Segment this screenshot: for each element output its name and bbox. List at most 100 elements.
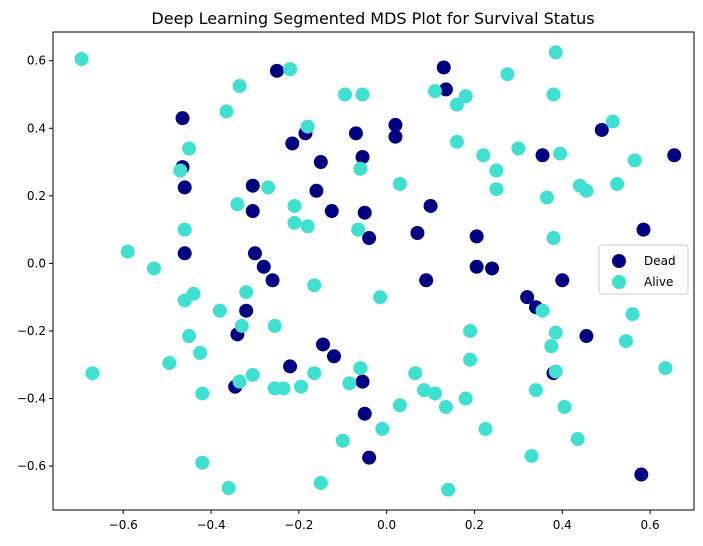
point-alive-60 bbox=[85, 366, 100, 381]
point-dead-5 bbox=[177, 180, 192, 195]
point-alive-71 bbox=[427, 386, 442, 401]
legend: Dead Alive bbox=[598, 244, 689, 295]
point-alive-77 bbox=[375, 421, 390, 436]
point-alive-35 bbox=[177, 222, 192, 237]
point-alive-44 bbox=[535, 303, 550, 318]
point-alive-15 bbox=[300, 119, 315, 134]
point-alive-14 bbox=[173, 163, 188, 178]
point-alive-32 bbox=[287, 215, 302, 230]
point-dead-40 bbox=[326, 349, 341, 364]
point-alive-33 bbox=[300, 219, 315, 234]
point-alive-34 bbox=[351, 222, 366, 237]
point-dead-17 bbox=[357, 205, 372, 220]
point-dead-11 bbox=[355, 149, 370, 164]
point-alive-45 bbox=[625, 307, 640, 322]
point-alive-63 bbox=[408, 366, 423, 381]
legend-marker-dead bbox=[612, 254, 626, 268]
point-alive-17 bbox=[449, 134, 464, 149]
point-alive-24 bbox=[392, 177, 407, 192]
point-alive-64 bbox=[232, 374, 247, 389]
point-alive-54 bbox=[193, 345, 208, 360]
point-alive-76 bbox=[557, 399, 572, 414]
point-alive-83 bbox=[221, 481, 236, 496]
point-alive-37 bbox=[120, 244, 135, 259]
point-alive-80 bbox=[570, 432, 585, 447]
point-dead-25 bbox=[265, 273, 280, 288]
point-alive-40 bbox=[186, 286, 201, 301]
point-alive-4 bbox=[337, 87, 352, 102]
y-axis: −0.6 −0.4 −0.2 0.0 0.2 0.4 0.6 bbox=[17, 54, 53, 473]
point-alive-28 bbox=[579, 183, 594, 198]
point-dead-36 bbox=[636, 222, 651, 237]
point-dead-23 bbox=[247, 246, 262, 261]
x-tick-label: −0.2 bbox=[284, 518, 313, 532]
point-dead-8 bbox=[313, 155, 328, 170]
point-dead-19 bbox=[423, 198, 438, 213]
point-dead-39 bbox=[316, 337, 331, 352]
y-tick-label: 0.6 bbox=[27, 54, 46, 68]
point-alive-51 bbox=[548, 325, 563, 340]
point-alive-11 bbox=[546, 87, 561, 102]
point-alive-62 bbox=[307, 366, 322, 381]
point-alive-61 bbox=[245, 367, 260, 382]
point-dead-6 bbox=[285, 136, 300, 151]
point-alive-55 bbox=[162, 356, 177, 371]
point-alive-41 bbox=[239, 285, 254, 300]
point-dead-20 bbox=[410, 226, 425, 240]
point-alive-66 bbox=[294, 379, 309, 394]
y-tick-label: −0.2 bbox=[17, 324, 46, 338]
y-tick-label: −0.6 bbox=[17, 459, 46, 473]
point-alive-19 bbox=[489, 163, 504, 178]
plot-frame bbox=[52, 31, 695, 511]
point-dead-10 bbox=[348, 126, 363, 141]
legend-marker-alive bbox=[612, 275, 626, 289]
y-tick-label: 0.2 bbox=[27, 189, 46, 203]
x-tick-label: 0.4 bbox=[553, 518, 572, 532]
point-alive-68 bbox=[276, 381, 291, 396]
point-alive-22 bbox=[627, 153, 642, 168]
point-alive-0 bbox=[74, 52, 89, 67]
legend-label-alive: Alive bbox=[644, 275, 673, 289]
point-dead-42 bbox=[355, 374, 370, 389]
point-alive-53 bbox=[544, 339, 559, 354]
point-alive-48 bbox=[234, 318, 249, 333]
point-dead-21 bbox=[469, 229, 484, 244]
point-dead-44 bbox=[357, 406, 372, 421]
point-alive-52 bbox=[618, 334, 633, 349]
point-dead-3 bbox=[175, 111, 190, 126]
point-dead-38 bbox=[579, 329, 594, 344]
point-alive-13 bbox=[182, 141, 197, 156]
x-tick-label: −0.6 bbox=[109, 518, 138, 532]
point-alive-46 bbox=[212, 303, 227, 318]
point-alive-9 bbox=[500, 67, 515, 82]
point-alive-49 bbox=[267, 318, 282, 333]
x-tick-label: 0.0 bbox=[377, 518, 396, 532]
point-alive-16 bbox=[353, 161, 368, 176]
point-dead-14 bbox=[245, 178, 260, 193]
point-dead-33 bbox=[535, 148, 550, 163]
point-alive-20 bbox=[511, 141, 526, 156]
y-tick-label: 0.0 bbox=[27, 256, 46, 270]
point-alive-18 bbox=[476, 148, 491, 163]
point-alive-23 bbox=[261, 180, 276, 195]
point-alive-1 bbox=[283, 62, 298, 77]
x-axis: −0.6 −0.4 −0.2 0.0 0.2 0.4 0.6 bbox=[109, 510, 660, 532]
point-alive-42 bbox=[307, 278, 322, 293]
point-dead-2 bbox=[438, 82, 453, 97]
point-alive-78 bbox=[478, 421, 493, 436]
point-alive-43 bbox=[373, 290, 388, 305]
point-dead-46 bbox=[362, 450, 377, 465]
x-tick-label: 0.6 bbox=[641, 518, 660, 532]
point-alive-74 bbox=[392, 398, 407, 413]
y-tick-label: −0.4 bbox=[17, 392, 46, 406]
point-alive-84 bbox=[313, 475, 328, 490]
point-alive-36 bbox=[546, 231, 561, 246]
point-dead-0 bbox=[269, 63, 284, 78]
point-alive-6 bbox=[427, 84, 442, 99]
point-alive-10 bbox=[548, 45, 563, 60]
point-alive-12 bbox=[605, 114, 620, 129]
point-alive-50 bbox=[463, 323, 478, 338]
point-alive-73 bbox=[528, 383, 543, 398]
point-dead-22 bbox=[177, 246, 192, 261]
